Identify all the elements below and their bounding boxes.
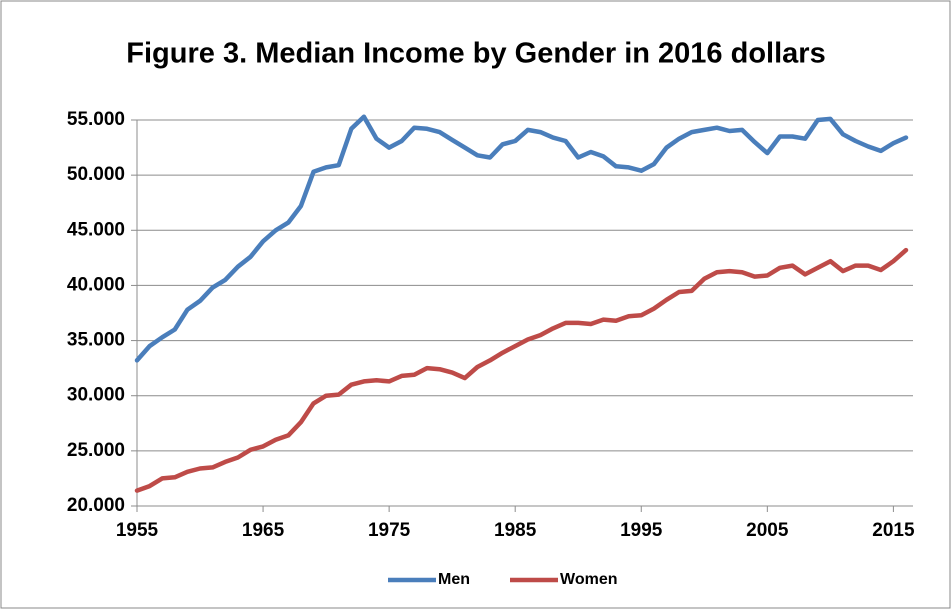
legend-label: Women: [560, 571, 617, 588]
x-tick-label: 2005: [746, 520, 789, 541]
legend-label: Men: [438, 571, 470, 588]
y-tick-label: 50.000: [67, 164, 125, 185]
x-tick-label: 1975: [368, 520, 411, 541]
chart-title: Figure 3. Median Income by Gender in 201…: [126, 38, 825, 70]
x-tick-label: 2015: [872, 520, 915, 541]
y-tick-label: 25.000: [67, 440, 125, 461]
y-tick-label: 30.000: [67, 385, 125, 406]
y-tick-label: 45.000: [67, 219, 125, 240]
y-tick-label: 40.000: [67, 274, 125, 295]
y-tick-label: 20.000: [67, 495, 125, 516]
x-tick-label: 1995: [620, 520, 663, 541]
y-tick-label: 55.000: [67, 109, 125, 130]
x-tick-label: 1955: [116, 520, 159, 541]
y-tick-label: 35.000: [67, 330, 125, 351]
line-series: [134, 247, 909, 493]
line-series: [134, 114, 909, 363]
x-tick-label: 1985: [494, 520, 537, 541]
x-tick-label: 1965: [242, 520, 285, 541]
